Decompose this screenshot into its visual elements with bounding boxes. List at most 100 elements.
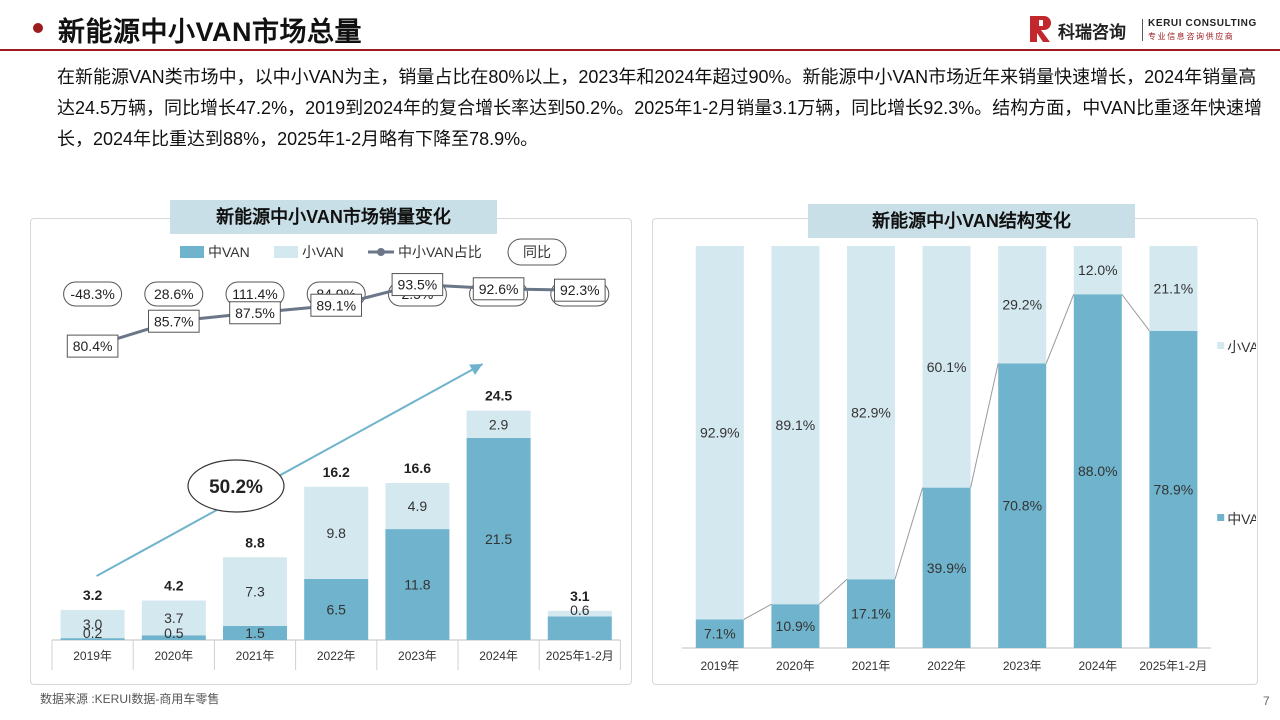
bar-mid-van [547,616,612,640]
legend-swatch-small-van [1217,342,1225,349]
bar-label-small-van-share: 82.9% [851,405,891,421]
bar-small-van-share [695,246,744,620]
bar-label-small-van-share: 92.9% [700,425,740,441]
share-label: 87.5% [235,305,275,321]
bar-label-mid-van: 6.5 [326,601,346,617]
legend-label-mid-van: 中VAN [1227,511,1256,527]
bar-total-label: 3.2 [83,587,103,603]
x-tick-label: 2022年 [317,649,356,663]
bar-small-van [385,483,450,530]
bar-mid-van [304,578,369,640]
legend-marker-share [377,248,385,256]
structure-chart: 7.1% 92.9% 2019年 10.9% 89.1% 2020年 17.1% 82.9% 2… [682,246,1256,673]
bar-total-label: 8.8 [245,534,265,550]
bar-small-van [223,557,287,626]
series-connector [1121,293,1150,332]
page-number: 7 [1263,694,1270,708]
legend-swatch-mid-van [180,246,204,258]
bar-mid-van [60,638,125,640]
bar-mid-van-share [847,579,895,648]
bar-small-van-share [1149,246,1198,331]
cagr-label: 50.2% [209,477,263,498]
share-label-box [229,301,281,325]
cagr-ellipse [187,459,285,513]
logo-divider [1142,19,1143,41]
bar-label-mid-van-share: 10.9% [776,618,816,634]
share-label-box [472,277,525,301]
bar-small-van-share [847,246,895,580]
x-tick-label: 2024年 [1078,659,1117,673]
share-label: 92.6% [479,281,519,297]
bar-mid-van [141,635,206,640]
legend-swatch-mid-van [1217,514,1225,521]
bar-small-van [466,410,531,438]
bar-label-mid-van-share: 70.8% [1002,498,1042,514]
bar-total-label: 4.2 [164,578,184,594]
x-tick-label: 2024年 [479,649,518,663]
x-tick-label: 2020年 [154,649,193,663]
series-connector [743,603,772,620]
title-bullet [33,23,43,33]
bar-label-mid-van: 0.5 [164,625,184,641]
bar-label-mid-van: 1.5 [245,625,265,641]
bar-label-mid-van-share: 17.1% [851,606,891,622]
legend-label-small-van: 小VAN [302,244,344,260]
bar-total-label: 3.1 [570,588,590,604]
bar-label-small-van: 2.9 [489,416,509,432]
bar-total-label: 24.5 [485,388,512,404]
yoy-pill [63,281,123,307]
series-connector [894,487,924,580]
bar-label-mid-van-share: 78.9% [1154,481,1194,497]
logo-tagline: 专业信息咨询供应商 [1148,32,1235,41]
x-tick-label: 2023年 [398,649,437,663]
bar-mid-van [466,437,531,640]
bar-label-small-van-share: 29.2% [1002,297,1042,313]
title-underline [0,49,1280,51]
legend-label-mid-van: 中VAN [208,244,250,260]
series-connector [970,363,999,488]
logo-english-name: KERUI CONSULTING [1148,18,1257,29]
bar-small-van [304,486,369,579]
bar-label-small-van-share: 89.1% [776,417,816,433]
x-tick-label: 2025年1-2月 [1139,659,1207,673]
share-label-box [554,278,606,302]
bar-label-mid-van-share: 88.0% [1078,463,1118,479]
share-label: 92.3% [560,282,600,298]
x-tick-label: 2022年 [927,659,966,673]
bar-label-small-van: 0.6 [570,602,590,618]
page-title: 新能源中小VAN市场总量 [58,17,363,47]
yoy-pill [144,281,204,307]
bar-small-van [60,609,125,639]
sales-chart: 中VAN小VAN中小VAN占比同比-48.3%28.6%111.4%84.9%2… [51,238,621,670]
x-tick-label: 2023年 [1003,659,1042,673]
title-bar: 新能源中小VAN市场总量 科瑞咨询 KERUI CONSULTING 专业信息咨… [0,0,1280,56]
bar-label-mid-van: 11.8 [404,577,430,593]
bar-small-van-share [771,246,820,605]
bar-small-van-share [998,246,1047,364]
x-tick-label: 2019年 [700,659,739,673]
bar-label-mid-van: 0.2 [83,625,103,641]
bar-label-small-van-share: 60.1% [927,359,967,375]
bar-small-van-share [1073,246,1122,295]
bar-label-small-van-share: 12.0% [1078,262,1118,278]
yoy-label: 28.6% [154,286,194,302]
bar-label-small-van: 4.9 [408,498,428,514]
bar-label-small-van: 3.0 [83,616,103,632]
bar-label-small-van: 3.7 [164,610,184,626]
legend-label-share: 中小VAN占比 [398,244,482,260]
bar-mid-van [223,625,287,640]
legend-yoy-pill [507,238,567,266]
bar-small-van-share [922,246,971,488]
yoy-label: -48.3% [70,286,114,302]
share-label-box [66,334,119,358]
bar-mid-van-share [1149,330,1198,648]
share-label: 85.7% [154,313,194,329]
kerui-logo-icon [1030,16,1051,42]
cagr-arrow-line [96,363,484,577]
legend-swatch-small-van [274,246,298,258]
bar-label-mid-van-share: 7.1% [704,626,736,642]
bar-total-label: 16.2 [323,464,350,480]
share-label: 80.4% [73,338,113,354]
bar-small-van [141,600,206,636]
cagr-arrow-head [469,364,483,376]
